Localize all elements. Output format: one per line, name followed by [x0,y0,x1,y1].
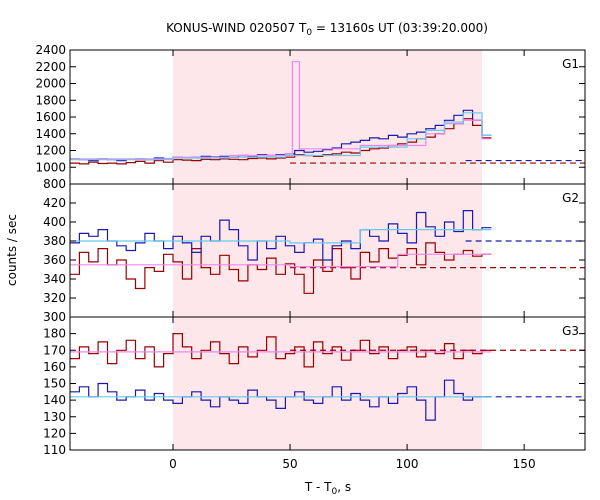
x-tick-label: 150 [513,457,536,471]
x-axis-title: T - T0, s [304,480,351,497]
y-tick-label-g3: 120 [43,426,66,440]
g2-red-line [70,242,492,294]
y-tick-label-g2: 360 [43,253,66,267]
g2-pink-model-line [70,253,492,268]
shaded-interval-g1 [173,50,482,184]
panel-g3: 110 120 130 140 150 160 170 180 G3 [43,316,586,457]
g1-cyan-model-line [70,112,492,161]
panel-g1: 800 1000 1200 1400 1600 1800 2000 2200 2400 G1 [35,43,586,191]
x-tick-label: 100 [396,457,419,471]
panel-g2: 300 320 340 360 380 400 420 G2 [43,183,586,324]
y-tick-label-g2: 320 [43,291,66,305]
y-tick-label-g1: 1800 [35,93,66,107]
panel-label-g3: G3 [562,324,579,338]
y-tick-label-g1: 2000 [35,77,66,91]
x-tick-label: 50 [282,457,297,471]
g3-red-line [70,333,492,368]
panel-label-g2: G2 [562,191,579,205]
y-tick-label-g2: 340 [43,272,66,286]
y-tick-label-g1: 1600 [35,110,66,124]
y-tick-label-g2: 400 [43,215,66,229]
y-tick-label-g3: 140 [43,393,66,407]
y-tick-label-g1: 1200 [35,144,66,158]
y-tick-label-g1: 2400 [35,43,66,57]
y-tick-label-g2: 420 [43,196,66,210]
g2-blue-line [70,210,492,261]
plot-layer: 80010001200140016001800200022002400G1300… [35,43,586,471]
y-tick-label-g3: 130 [43,410,66,424]
y-tick-label-g3: 150 [43,377,66,391]
shaded-interval-g3 [173,317,482,450]
y-tick-label-g2: 380 [43,234,66,248]
y-tick-label-g1: 1000 [35,160,66,174]
y-tick-label-g3: 180 [43,327,66,341]
g3-blue-line [70,379,492,421]
x-tick-label: 0 [169,457,177,471]
g2-cyan-model-line [70,229,492,244]
y-tick-label-g3: 170 [43,343,66,357]
y-tick-label-g1: 800 [43,177,66,191]
y-axis-title: counts / sec [5,214,19,286]
y-tick-label-g3: 110 [43,443,66,457]
panel-label-g1: G1 [562,57,579,71]
y-tick-label-g3: 160 [43,360,66,374]
chart-title: KONUS-WIND 020507 T0 = 13160s UT (03:39:… [166,21,488,38]
y-tick-label-g1: 2200 [35,60,66,74]
y-tick-label-g2: 300 [43,310,66,324]
y-tick-label-g1: 1400 [35,127,66,141]
shaded-interval-g2 [173,184,482,317]
